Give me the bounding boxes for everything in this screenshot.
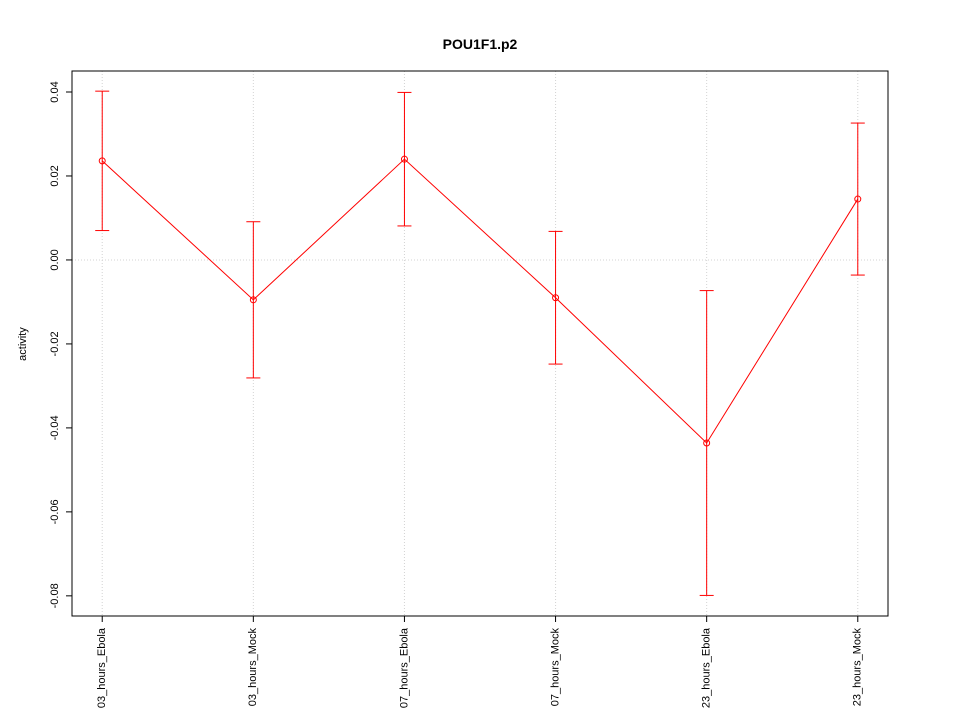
y-tick-label: 0.04: [49, 81, 61, 102]
point: [249, 296, 257, 304]
series-line: [101, 158, 859, 444]
y-tick-label: 0.00: [49, 249, 61, 270]
point: [98, 157, 106, 165]
point: [854, 195, 862, 203]
point: [552, 294, 560, 302]
x-tick-label: 03_hours_Ebola: [96, 627, 108, 708]
x-tick-label: 23_hours_Ebola: [701, 627, 713, 708]
x-tick-label: 03_hours_Mock: [247, 628, 259, 707]
x-tick-label: 07_hours_Ebola: [398, 627, 410, 708]
y-axis-label: activity: [17, 327, 29, 361]
y-tick-label: -0.06: [49, 499, 61, 524]
y-tick-label: -0.08: [49, 583, 61, 608]
y-tick-label: -0.02: [49, 331, 61, 356]
chart-title: POU1F1.p2: [443, 36, 518, 52]
y-tick-label: -0.04: [49, 415, 61, 440]
x-tick-label: 23_hours_Mock: [852, 628, 864, 707]
y-tick-label: 0.02: [49, 165, 61, 186]
point: [703, 439, 711, 447]
point: [400, 155, 408, 163]
x-tick-label: 07_hours_Mock: [549, 628, 561, 707]
